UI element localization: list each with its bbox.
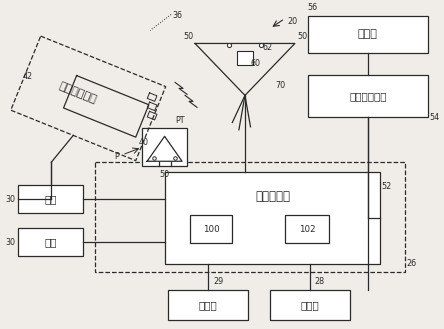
Text: 52: 52 [382,182,392,191]
Text: 40: 40 [138,138,148,147]
Text: 显示器: 显示器 [301,300,319,310]
Text: 29: 29 [213,277,223,286]
Text: 操纵器: 操纵器 [358,30,378,39]
Text: 70: 70 [275,81,285,90]
Text: 56: 56 [308,3,318,12]
Text: 30: 30 [5,195,16,204]
Text: 输入: 输入 [44,237,57,247]
Text: 摄像机控制器: 摄像机控制器 [58,80,99,105]
Bar [168,290,248,320]
Text: 显示器: 显示器 [198,300,218,310]
Text: 50: 50 [183,33,193,41]
Bar [270,290,350,320]
Bar [95,162,404,272]
Text: PT: PT [175,116,185,125]
Text: 28: 28 [315,277,325,286]
Text: 36: 36 [172,11,182,19]
Text: 100: 100 [202,225,219,234]
Bar [285,215,329,243]
Text: 54: 54 [430,114,440,122]
Bar [18,228,83,256]
Text: 20: 20 [287,16,297,26]
Bar [142,128,187,166]
Text: 输入: 输入 [44,194,57,204]
Text: P: P [114,152,119,161]
Bar [308,75,428,117]
Text: 50: 50 [159,170,170,179]
Text: 42: 42 [22,72,32,81]
Bar [237,51,253,65]
Bar [165,172,380,264]
Bar [190,215,232,243]
Text: 102: 102 [298,225,315,234]
Bar [18,185,83,213]
Text: 62: 62 [263,43,273,52]
Text: 60: 60 [251,59,261,68]
Text: 26: 26 [407,259,417,268]
Bar [308,15,428,53]
Text: 导航处理器: 导航处理器 [255,190,290,203]
Text: 30: 30 [5,238,16,247]
Text: 操纵器控制器: 操纵器控制器 [349,91,387,101]
Text: 50: 50 [297,33,307,41]
